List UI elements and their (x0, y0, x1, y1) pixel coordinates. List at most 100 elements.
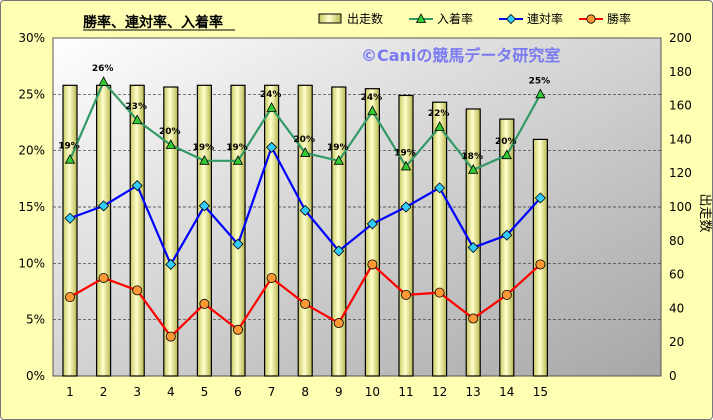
data-label: 19% (226, 143, 248, 153)
diamond-marker (333, 245, 345, 257)
y2-tick-label: 60 (669, 268, 684, 282)
y-tick-label: 15% (18, 200, 45, 214)
circle-marker (199, 298, 210, 309)
data-label: 25% (529, 76, 551, 86)
y-tick-label: 20% (18, 144, 45, 158)
x-tick-label: 5 (201, 385, 209, 399)
data-label: 20% (293, 135, 315, 145)
x-tick-label: 15 (533, 385, 548, 399)
triangle-marker (535, 88, 546, 99)
triangle-marker (132, 114, 143, 125)
triangle-marker (400, 160, 412, 171)
bar (95, 84, 112, 377)
triangle-marker (468, 163, 479, 174)
x-tick-label: 7 (268, 385, 276, 399)
diamond-marker (232, 238, 244, 250)
bar (532, 138, 549, 377)
diamond-marker (366, 218, 378, 230)
circle-marker (468, 313, 479, 324)
x-tick-label: 11 (398, 385, 413, 399)
data-label: 23% (125, 102, 147, 112)
triangle-marker (64, 153, 76, 164)
circle-marker (400, 289, 411, 300)
legend-triangle-marker (415, 13, 427, 23)
triangle-marker (333, 154, 344, 165)
data-label: 22% (428, 109, 450, 119)
y-tick-label: 5% (26, 313, 45, 327)
bar (297, 84, 313, 377)
y-tick-label: 30% (18, 31, 45, 45)
bar (364, 88, 380, 377)
bar (499, 118, 515, 377)
triangle-marker (266, 101, 277, 112)
data-label: 19% (327, 143, 349, 153)
diamond-marker (266, 141, 278, 153)
diamond-marker (434, 182, 446, 194)
data-label: 19% (394, 148, 416, 158)
triangle-marker (300, 147, 311, 157)
circle-marker (333, 318, 344, 329)
circle-marker (65, 292, 76, 303)
data-label: 20% (159, 127, 181, 137)
legend-label: 入着率 (437, 11, 473, 26)
triangle-marker (501, 149, 512, 160)
triangle-marker (367, 105, 378, 116)
triangle-marker (199, 154, 210, 165)
diamond-marker (534, 192, 546, 204)
bar (163, 86, 179, 377)
axis-ticks: 0% 5% 10% 15% 20% 25% 30% 0 20 40 60 80 100 120 140 160… (18, 31, 692, 399)
triangle-marker (434, 121, 445, 131)
triangle-marker (232, 154, 244, 165)
triangle-marker (98, 76, 109, 86)
legend-diamond-marker (505, 13, 517, 25)
x-tick-label: 14 (499, 385, 514, 399)
circle-marker (434, 287, 445, 298)
diamond-marker (299, 204, 311, 216)
y-tick-label: 0% (26, 369, 45, 383)
x-tick-label: 10 (365, 385, 380, 399)
y2-tick-label: 40 (669, 301, 684, 315)
x-tick-label: 2 (100, 385, 108, 399)
diamond-marker (98, 200, 110, 212)
data-label: 19% (193, 143, 215, 153)
x-tick-label: 8 (301, 385, 309, 399)
diamond-marker (198, 200, 210, 212)
bar (264, 84, 280, 377)
y2-axis-title: 出走数 (697, 193, 712, 232)
circle-marker (266, 272, 277, 283)
y2-tick-label: 0 (669, 369, 677, 383)
data-label: 20% (495, 137, 517, 147)
x-tick-label: 9 (335, 385, 343, 399)
y2-tick-label: 180 (669, 65, 692, 79)
bar (432, 101, 448, 377)
bar-series (62, 84, 549, 377)
x-tick-label: 3 (133, 385, 141, 399)
circle-marker (300, 298, 311, 309)
x-tick-label: 1 (66, 385, 74, 399)
legend: 出走数 入着率 連対率 勝率 (318, 11, 631, 26)
legend-circle-marker (586, 14, 596, 24)
circle-marker (132, 285, 143, 296)
y-tick-label: 25% (18, 87, 45, 101)
legend-label: 連対率 (527, 11, 563, 26)
circle-marker (501, 289, 512, 300)
x-tick-label: 13 (466, 385, 481, 399)
x-tick-label: 12 (432, 385, 447, 399)
triangle-marker (165, 139, 176, 149)
line-markers (64, 76, 546, 342)
circle-marker (165, 331, 176, 342)
y2-tick-label: 140 (669, 132, 692, 146)
diamond-marker (64, 212, 76, 224)
diamond-marker (131, 180, 143, 192)
legend-label: 出走数 (347, 11, 383, 26)
bar (129, 84, 145, 377)
bar (62, 84, 78, 377)
data-label: 24% (361, 93, 383, 103)
legend-label: 勝率 (607, 11, 631, 26)
x-tick-label: 6 (234, 385, 242, 399)
circle-marker (535, 259, 546, 270)
y2-tick-label: 80 (669, 234, 684, 248)
watermark-text: ©Caniの競馬データ研究室 (361, 46, 560, 65)
circle-marker (232, 324, 243, 335)
